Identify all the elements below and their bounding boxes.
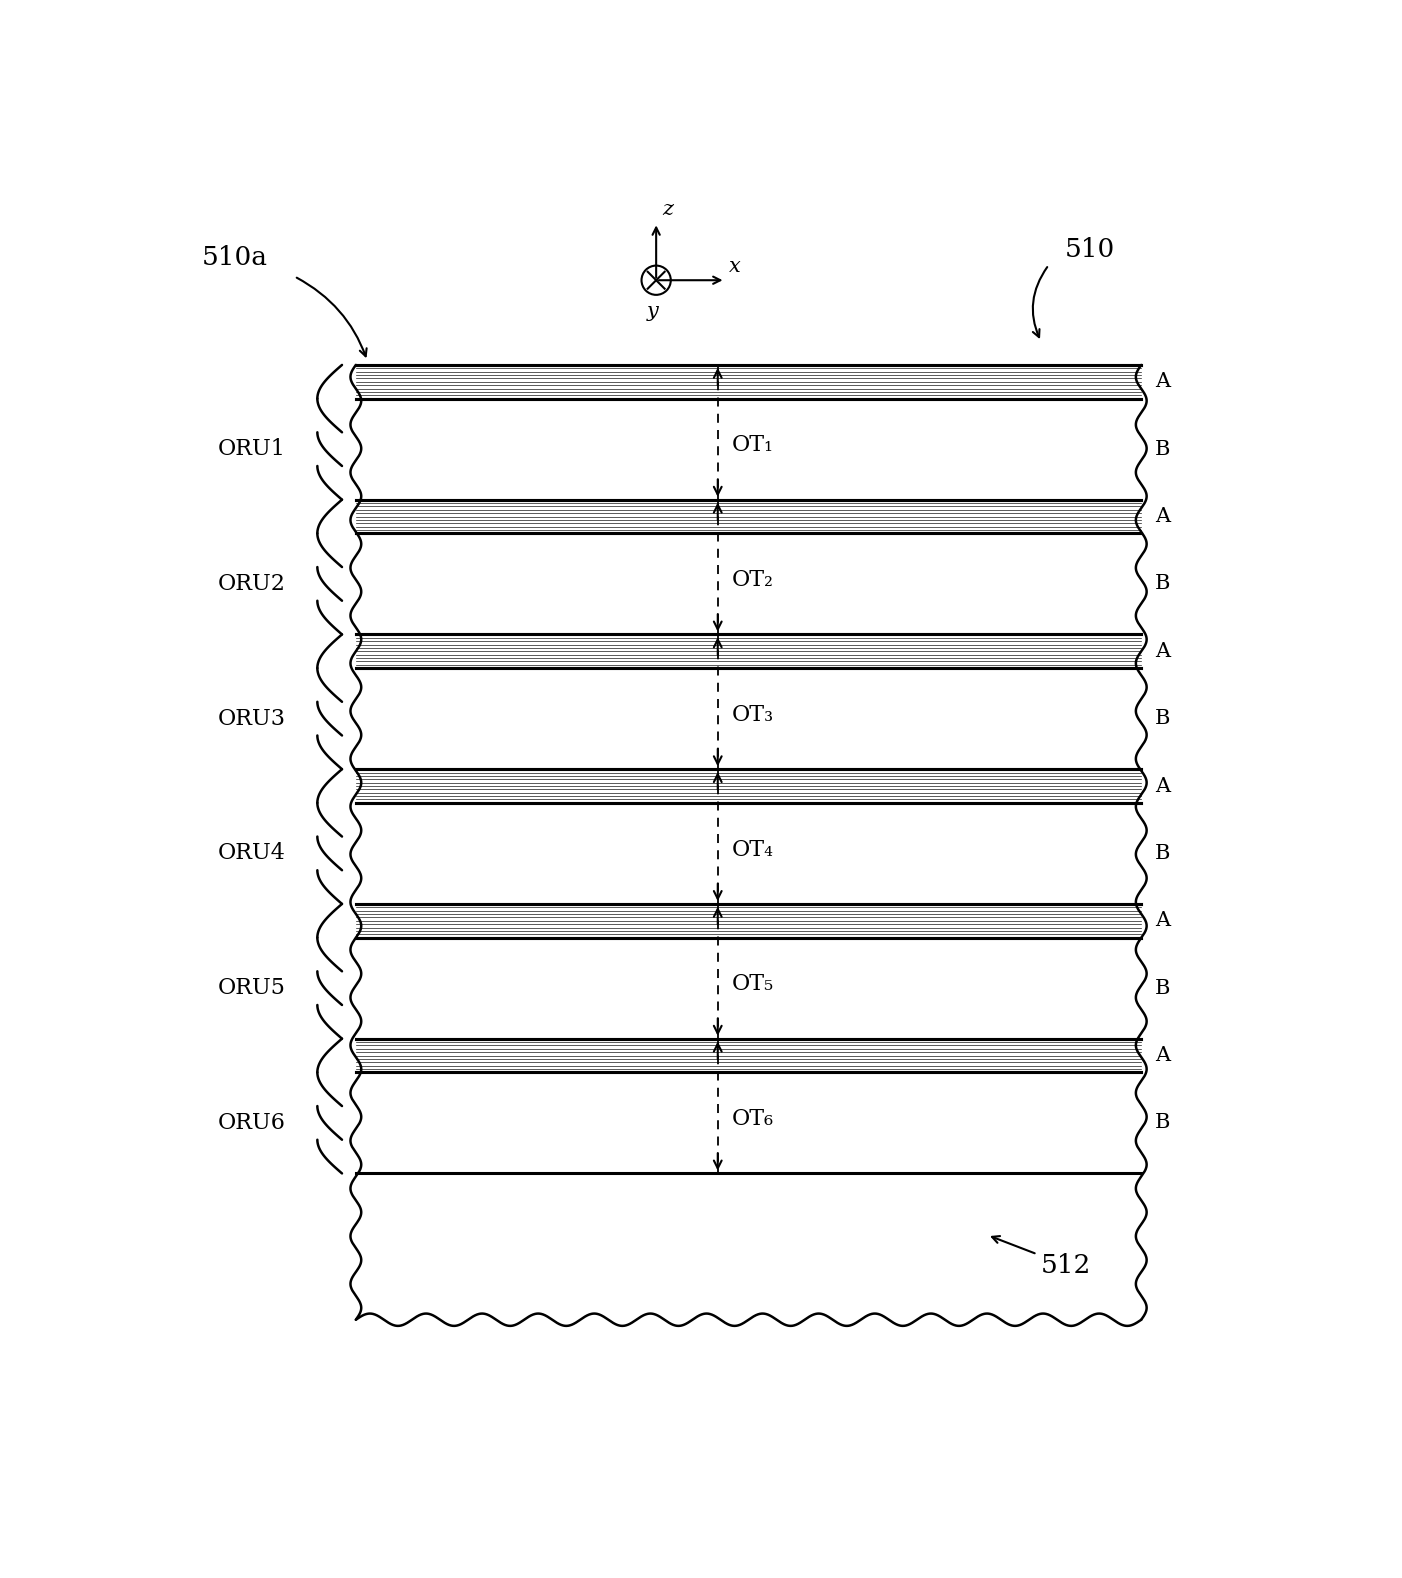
Text: OT₆: OT₆ [732, 1108, 774, 1130]
Text: A: A [1155, 1046, 1171, 1065]
Text: OT₃: OT₃ [732, 704, 774, 726]
Text: 510: 510 [1064, 237, 1115, 262]
Text: OT₅: OT₅ [732, 974, 774, 996]
Text: ORU6: ORU6 [217, 1112, 285, 1135]
Text: 510a: 510a [202, 245, 268, 270]
Text: OT₂: OT₂ [732, 570, 774, 592]
Text: B: B [1155, 574, 1171, 593]
Text: A: A [1155, 911, 1171, 931]
Text: B: B [1155, 709, 1171, 727]
Text: ORU1: ORU1 [217, 439, 285, 461]
Text: B: B [1155, 1114, 1171, 1133]
Text: z: z [662, 200, 673, 219]
Text: B: B [1155, 440, 1171, 459]
Text: ORU3: ORU3 [217, 707, 285, 729]
Text: B: B [1155, 844, 1171, 863]
Text: OT₄: OT₄ [732, 838, 774, 860]
Text: B: B [1155, 978, 1171, 997]
Text: A: A [1155, 372, 1171, 391]
Text: ORU4: ORU4 [217, 843, 285, 865]
Text: 512: 512 [1042, 1253, 1092, 1278]
Text: x: x [729, 257, 742, 276]
Text: A: A [1155, 507, 1171, 525]
Text: ORU5: ORU5 [217, 977, 285, 999]
Text: y: y [646, 301, 658, 320]
Text: OT₁: OT₁ [732, 434, 774, 456]
Text: A: A [1155, 776, 1171, 795]
Text: A: A [1155, 642, 1171, 661]
Text: ORU2: ORU2 [217, 573, 285, 595]
